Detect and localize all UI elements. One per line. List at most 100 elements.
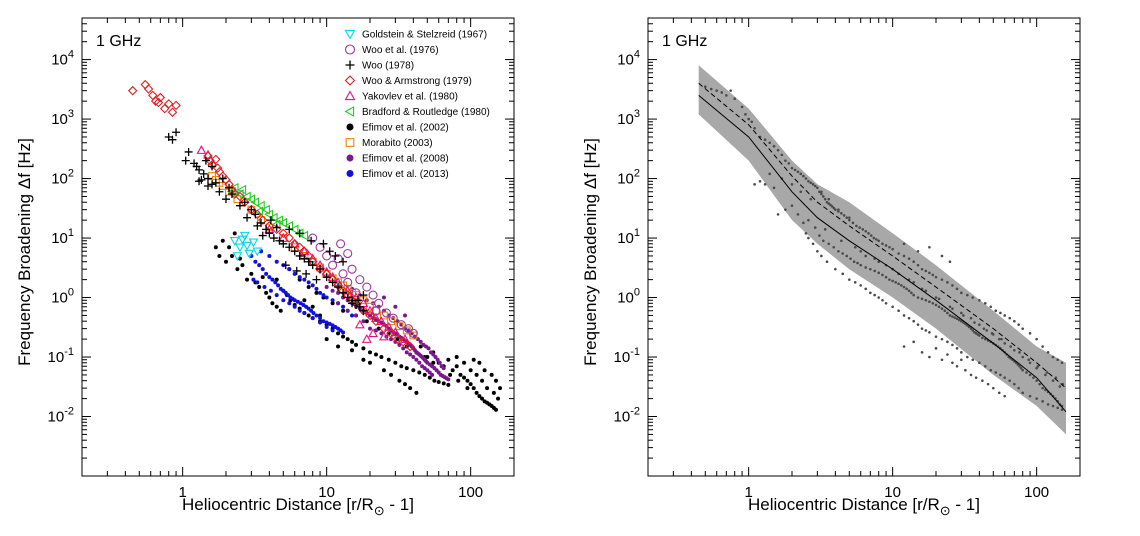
left-data-point [361, 357, 366, 362]
right-data-point [881, 273, 884, 277]
left-data-point [398, 337, 408, 347]
left-data-point [278, 308, 283, 313]
left-data-point [477, 360, 482, 365]
right-data-point [1038, 382, 1042, 386]
left-data-point [336, 239, 346, 249]
left-axis-ticks: 1 10 100 10-2 10-1 100 101 102 103 104 [48, 17, 515, 501]
left-data-point [482, 368, 487, 373]
left-data-point [339, 288, 348, 297]
left-y-tick-label: 100 [51, 287, 74, 307]
right-data-point [978, 334, 981, 337]
left-data-point [330, 301, 335, 306]
left-data-point [418, 339, 423, 344]
left-data-point [204, 181, 213, 190]
left-data-point [373, 328, 378, 333]
right-data-point [1021, 391, 1024, 395]
right-data-point [981, 379, 984, 382]
left-data-point [267, 275, 272, 280]
right-data-point [931, 273, 935, 277]
left-data-point [308, 261, 317, 270]
left-data-point [431, 360, 436, 365]
right-data-point [934, 275, 938, 279]
right-data-point [984, 337, 987, 341]
left-data-point [204, 174, 213, 183]
left-data-point [465, 378, 470, 383]
left-data-point [304, 257, 313, 266]
left-data-point [310, 316, 315, 321]
right-data-point [978, 361, 981, 365]
right-data-point [1018, 351, 1021, 354]
left-data-point [208, 180, 217, 189]
right-data-point [709, 87, 713, 91]
right-data-point [1021, 327, 1024, 330]
left-data-point [260, 275, 265, 280]
right-data-point [1060, 408, 1064, 412]
right-data-point [1013, 319, 1016, 323]
left-data-point [331, 251, 340, 260]
legend-marker [346, 123, 354, 131]
right-data-point [820, 192, 823, 196]
right-data-point [946, 281, 949, 284]
right-data-point [881, 242, 884, 246]
right-data-point [790, 166, 794, 170]
right-data-point [924, 289, 928, 293]
right-data-point [997, 337, 1001, 341]
left-data-point [284, 233, 295, 243]
left-data-point [368, 328, 378, 338]
right-data-point [1046, 351, 1050, 354]
left-data-point [350, 339, 355, 344]
right-data-point [840, 239, 843, 243]
right-data-point [888, 278, 891, 281]
right-data-point [994, 371, 998, 374]
left-data-point [395, 322, 404, 331]
left-y-tick-label: 104 [51, 49, 74, 69]
legend-entry: Woo et al. (1976) [362, 45, 439, 56]
left-data-point [268, 288, 273, 293]
left-data-point [494, 407, 499, 412]
left-data-point [411, 368, 416, 373]
right-data-point [825, 200, 829, 204]
right-data-point [1000, 337, 1003, 341]
left-data-point [316, 265, 325, 274]
right-data-point [825, 260, 829, 264]
left-data-point [302, 277, 307, 282]
left-data-point [380, 311, 388, 320]
left-data-point [352, 300, 361, 309]
right-data-point [802, 221, 805, 225]
left-data-point [227, 190, 236, 199]
right-data-point [920, 327, 924, 330]
right-data-point [971, 329, 975, 332]
right-data-point [834, 208, 837, 211]
left-data-point [430, 372, 435, 377]
right-data-point [853, 245, 857, 249]
left-data-point [290, 247, 299, 256]
left-y-tick-label: 102 [51, 168, 74, 188]
left-data-point [203, 151, 213, 161]
left-data-point [341, 304, 346, 309]
right-data-point [763, 138, 767, 141]
left-data-point [211, 154, 221, 165]
legend-marker [344, 106, 355, 117]
left-data-point [172, 128, 181, 137]
legend-entry: Efimov et al. (2008) [362, 154, 449, 165]
right-data-point [840, 212, 843, 215]
left-data-point [396, 320, 406, 330]
left-data-point [292, 266, 301, 275]
left-data-point [379, 323, 389, 334]
left-data-point [213, 245, 218, 250]
left-data-point [433, 355, 438, 360]
left-data-point [330, 298, 335, 303]
left-data-point [287, 267, 292, 272]
left-data-point [351, 288, 361, 298]
left-data-point [229, 253, 234, 258]
left-data-point [468, 368, 473, 373]
right-data-point [953, 316, 957, 319]
left-data-point [371, 313, 381, 322]
left-data-point [232, 252, 243, 262]
right-data-point [807, 218, 810, 222]
left-data-point [324, 285, 329, 290]
left-data-point [471, 357, 476, 362]
left-data-point [264, 209, 274, 220]
left-data-point [446, 377, 451, 382]
left-data-point [246, 194, 256, 205]
